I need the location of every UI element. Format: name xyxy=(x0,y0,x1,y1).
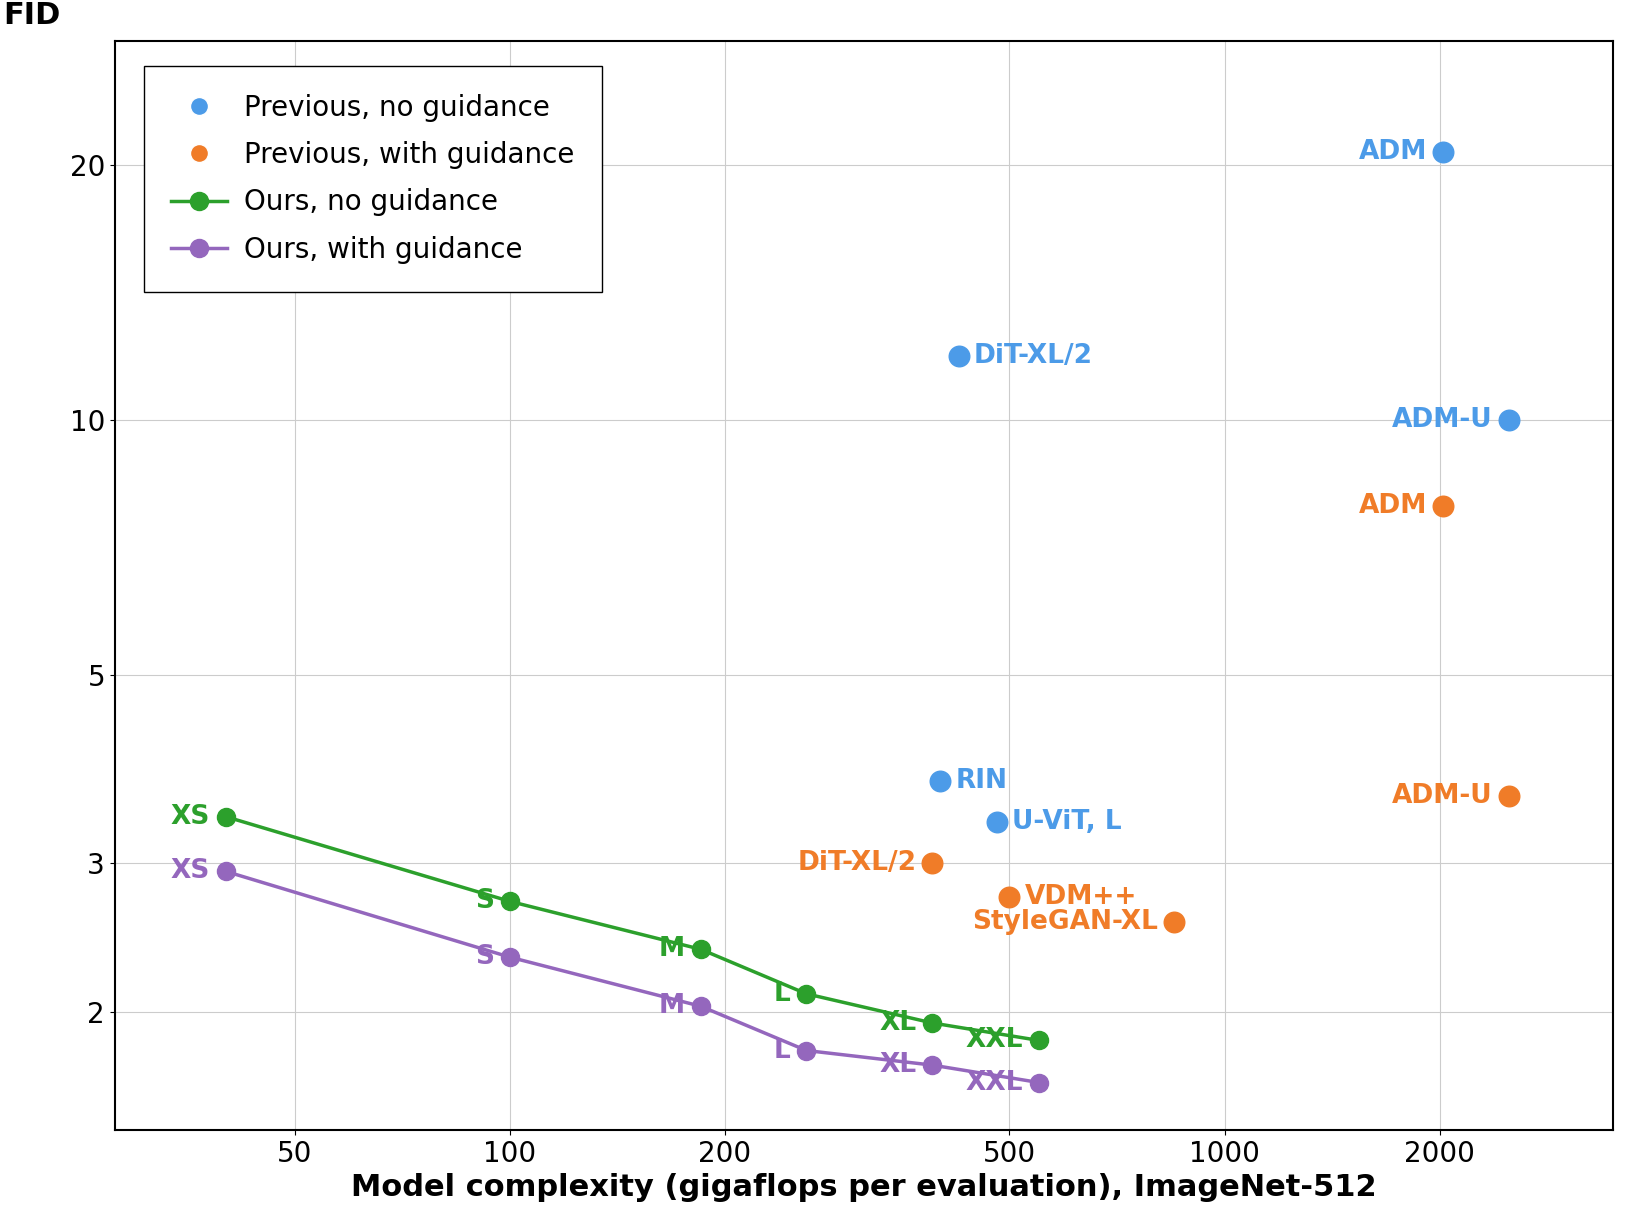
Point xyxy=(919,853,945,873)
Text: L: L xyxy=(774,1037,791,1063)
Text: M: M xyxy=(659,993,685,1019)
Line: Ours, no guidance: Ours, no guidance xyxy=(217,807,1048,1050)
Point xyxy=(983,812,1009,831)
Ours, with guidance xyxy=(215,864,235,879)
Text: S: S xyxy=(474,889,494,914)
Text: U-ViT, L: U-ViT, L xyxy=(1012,809,1121,835)
Text: StyleGAN-XL: StyleGAN-XL xyxy=(973,909,1159,935)
Text: ADM: ADM xyxy=(1358,139,1426,165)
Text: S: S xyxy=(474,945,494,970)
Text: DiT-XL/2: DiT-XL/2 xyxy=(975,343,1094,369)
Ours, with guidance xyxy=(691,1000,711,1014)
Text: XS: XS xyxy=(170,803,210,830)
Ours, with guidance xyxy=(797,1043,817,1058)
Text: RIN: RIN xyxy=(955,768,1007,794)
Text: ADM-U: ADM-U xyxy=(1392,783,1493,808)
Point xyxy=(1496,786,1522,806)
Text: VDM++: VDM++ xyxy=(1025,884,1136,911)
Ours, no guidance xyxy=(215,809,235,824)
Legend: Previous, no guidance, Previous, with guidance, Ours, no guidance, Ours, with gu: Previous, no guidance, Previous, with gu… xyxy=(143,66,601,291)
Text: ADM-U: ADM-U xyxy=(1392,407,1493,433)
Text: XXL: XXL xyxy=(965,1028,1024,1053)
Y-axis label: FID: FID xyxy=(3,1,60,30)
Ours, no guidance xyxy=(1029,1034,1048,1048)
Point xyxy=(1496,410,1522,429)
Ours, with guidance xyxy=(500,950,520,964)
Point xyxy=(927,770,954,790)
Ours, no guidance xyxy=(923,1015,942,1030)
Text: XS: XS xyxy=(170,858,210,884)
Point xyxy=(1430,496,1456,516)
Ours, no guidance xyxy=(797,986,817,1001)
Text: L: L xyxy=(774,981,791,1007)
Text: DiT-XL/2: DiT-XL/2 xyxy=(797,850,916,875)
Text: XXL: XXL xyxy=(965,1069,1024,1096)
Point xyxy=(1161,913,1187,933)
X-axis label: Model complexity (gigaflops per evaluation), ImageNet-512: Model complexity (gigaflops per evaluati… xyxy=(352,1174,1377,1202)
Ours, with guidance xyxy=(1029,1075,1048,1090)
Ours, no guidance xyxy=(691,942,711,957)
Point xyxy=(1430,143,1456,162)
Text: XL: XL xyxy=(879,1052,916,1078)
Point xyxy=(996,887,1022,907)
Text: XL: XL xyxy=(879,1011,916,1036)
Line: Ours, with guidance: Ours, with guidance xyxy=(217,862,1048,1091)
Text: ADM: ADM xyxy=(1358,494,1426,519)
Ours, no guidance xyxy=(500,894,520,908)
Text: M: M xyxy=(659,936,685,962)
Point xyxy=(945,346,971,366)
Ours, with guidance xyxy=(923,1058,942,1073)
